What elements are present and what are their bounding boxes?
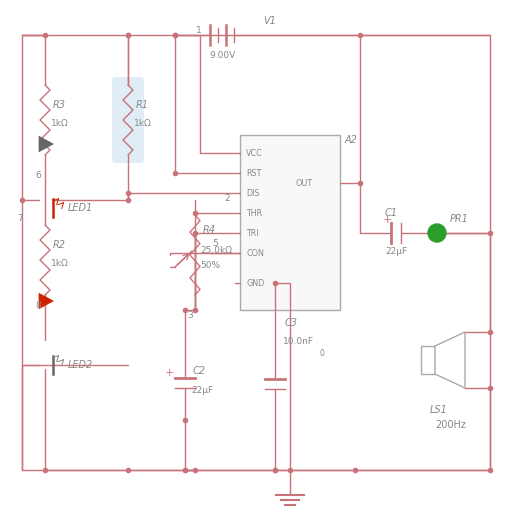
Text: DIS: DIS	[246, 188, 260, 197]
Text: THR: THR	[246, 209, 262, 217]
Text: RST: RST	[246, 168, 261, 178]
Text: VCC: VCC	[246, 149, 263, 157]
Text: CON: CON	[246, 248, 264, 258]
Text: 10.0nF: 10.0nF	[283, 336, 314, 346]
Text: 3: 3	[187, 310, 193, 320]
Bar	[421, 346, 435, 374]
Text: C1: C1	[384, 208, 398, 218]
Text: R2: R2	[53, 240, 66, 250]
Text: R4: R4	[203, 225, 216, 235]
Text: 9.00V: 9.00V	[209, 50, 235, 60]
Text: 22μF: 22μF	[191, 386, 213, 395]
Text: 22μF: 22μF	[385, 246, 407, 256]
Text: R1: R1	[136, 100, 149, 110]
Text: GND: GND	[246, 278, 264, 288]
Text: 0: 0	[319, 349, 324, 357]
Text: TRI: TRI	[246, 229, 259, 238]
Text: 8: 8	[35, 300, 41, 309]
Text: PR1: PR1	[450, 214, 469, 224]
Text: LED2: LED2	[68, 360, 93, 370]
FancyBboxPatch shape	[112, 77, 144, 163]
Polygon shape	[435, 332, 465, 388]
Text: LS1: LS1	[430, 405, 448, 415]
Text: 50%: 50%	[200, 261, 220, 269]
Text: 1kΩ: 1kΩ	[51, 119, 69, 127]
Text: C3: C3	[285, 318, 298, 328]
Bar	[240, 135, 340, 310]
Circle shape	[428, 224, 446, 242]
Text: 25.0kΩ: 25.0kΩ	[200, 245, 232, 254]
Text: 1kΩ: 1kΩ	[51, 259, 69, 268]
Text: 5: 5	[212, 239, 218, 247]
Text: +: +	[382, 215, 392, 225]
Text: 200Hz: 200Hz	[435, 420, 466, 430]
Text: V: V	[433, 229, 440, 238]
Text: A2: A2	[345, 135, 358, 145]
Text: R3: R3	[53, 100, 66, 110]
Text: OUT: OUT	[295, 179, 312, 187]
Text: 7: 7	[17, 213, 23, 222]
Text: 6: 6	[35, 171, 41, 180]
Text: 1: 1	[196, 25, 202, 35]
Text: C2: C2	[193, 365, 206, 376]
Polygon shape	[39, 293, 53, 308]
Text: LED1: LED1	[68, 203, 93, 213]
Text: 1kΩ: 1kΩ	[134, 119, 152, 127]
Polygon shape	[39, 136, 53, 152]
Text: +: +	[165, 369, 174, 379]
Text: 2: 2	[224, 193, 230, 203]
Text: V1: V1	[264, 16, 276, 26]
